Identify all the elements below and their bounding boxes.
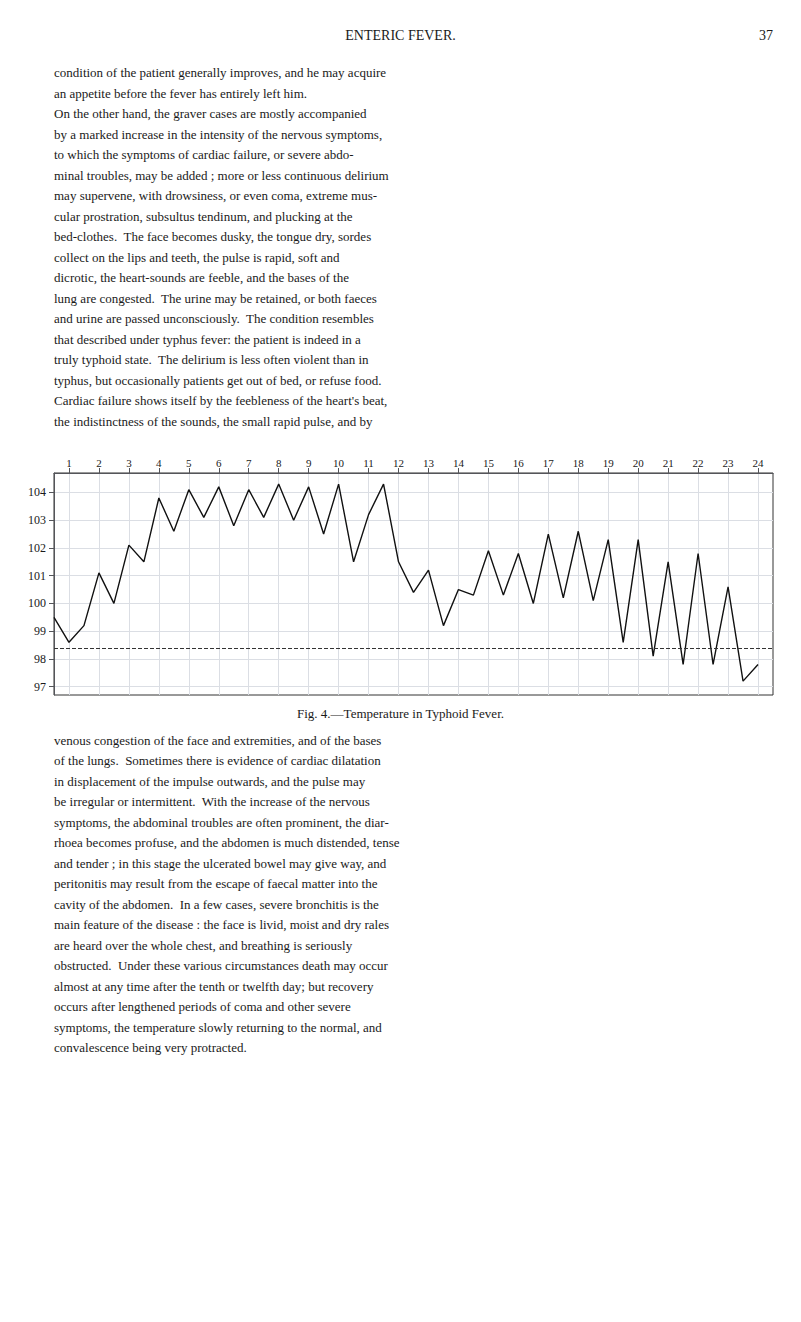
svg-text:condition of the patient gener: condition of the patient generally impro… [54,65,386,80]
svg-text:be irregular or intermittent.: be irregular or intermittent. With the i… [54,794,370,809]
svg-text:22: 22 [693,457,704,469]
svg-text:14: 14 [453,457,465,469]
svg-text:20: 20 [633,457,645,469]
svg-text:by a marked increase in the in: by a marked increase in the intensity of… [54,127,382,142]
svg-text:3: 3 [126,457,132,469]
svg-text:truly typhoid state. The deli: truly typhoid state. The delirium is les… [54,352,369,367]
svg-text:5: 5 [186,457,192,469]
svg-text:that described under typhus fe: that described under typhus fever: the p… [54,332,361,347]
svg-text:On the other hand, the graver: On the other hand, the graver cases are … [54,106,367,121]
svg-text:102: 102 [28,541,46,555]
svg-text:97: 97 [34,680,46,694]
svg-text:to which the symptoms of cardi: to which the symptoms of cardiac failure… [54,147,354,162]
svg-text:101: 101 [28,569,46,583]
svg-text:may supervene, with drowsiness: may supervene, with drowsiness, or even … [54,188,377,203]
svg-text:occurs after lengthened period: occurs after lengthened periods of coma … [54,999,351,1014]
svg-text:venous congestion of the face: venous congestion of the face and extrem… [54,733,381,748]
svg-text:15: 15 [483,457,495,469]
svg-text:main feature of the disease :: main feature of the disease : the face i… [54,917,389,932]
svg-text:an appetite before the fever h: an appetite before the fever has entirel… [54,86,307,101]
svg-text:and urine are passed unconscio: and urine are passed unconsciously. The … [54,311,374,326]
svg-text:100: 100 [28,596,46,610]
svg-text:and tender ; in this stage the: and tender ; in this stage the ulcerated… [54,856,387,871]
svg-text:23: 23 [723,457,735,469]
svg-text:lung are congested. The urine: lung are congested. The urine may be ret… [54,291,377,306]
svg-text:13: 13 [423,457,435,469]
svg-text:the indistinctness of the soun: the indistinctness of the sounds, the sm… [54,414,373,429]
svg-text:peritonitis may result from th: peritonitis may result from the escape o… [54,876,378,891]
svg-text:are heard over the whole chest: are heard over the whole chest, and brea… [54,938,353,953]
svg-text:24: 24 [753,457,765,469]
svg-text:1: 1 [66,457,72,469]
svg-text:cavity of the abdomen. In a f: cavity of the abdomen. In a few cases, s… [54,897,379,912]
svg-text:Fig. 4.—Temperature in Typhoid: Fig. 4.—Temperature in Typhoid Fever. [297,706,504,721]
svg-text:10: 10 [333,457,345,469]
svg-text:dicrotic, the heart-sounds are: dicrotic, the heart-sounds are feeble, a… [54,270,349,285]
svg-text:symptoms, the temperature slow: symptoms, the temperature slowly returni… [54,1020,382,1035]
svg-text:minal troubles, may be added ;: minal troubles, may be added ; more or l… [54,168,389,183]
svg-text:98: 98 [34,652,46,666]
svg-text:cular prostration, subsultus t: cular prostration, subsultus tendinum, a… [54,209,353,224]
svg-text:17: 17 [543,457,555,469]
svg-text:104: 104 [28,485,46,499]
svg-text:typhus, but occasionally patie: typhus, but occasionally patients get ou… [54,373,381,388]
svg-text:bed-clothes. The face becomes: bed-clothes. The face becomes dusky, the… [54,229,371,244]
svg-text:21: 21 [663,457,674,469]
svg-text:16: 16 [513,457,525,469]
svg-text:rhoea becomes profuse, and the: rhoea becomes profuse, and the abdomen i… [54,835,400,850]
svg-text:37: 37 [759,28,773,43]
svg-text:6: 6 [216,457,222,469]
svg-text:symptoms, the abdominal troubl: symptoms, the abdominal troubles are oft… [54,815,389,830]
svg-text:2: 2 [96,457,102,469]
svg-text:12: 12 [393,457,404,469]
svg-text:Cardiac failure shows itself b: Cardiac failure shows itself by the feeb… [54,393,387,408]
svg-text:ENTERIC FEVER.: ENTERIC FEVER. [345,28,455,43]
svg-text:almost at any time after the t: almost at any time after the tenth or tw… [54,979,374,994]
svg-text:convalescence being very protr: convalescence being very protracted. [54,1040,247,1055]
svg-text:8: 8 [276,457,282,469]
svg-text:11: 11 [363,457,374,469]
svg-text:9: 9 [306,457,312,469]
svg-text:7: 7 [246,457,252,469]
svg-text:collect on the lips and teeth,: collect on the lips and teeth, the pulse… [54,250,340,265]
svg-text:of the lungs. Sometimes there: of the lungs. Sometimes there is evidenc… [54,753,381,768]
svg-text:18: 18 [573,457,585,469]
svg-text:4: 4 [156,457,162,469]
svg-text:103: 103 [28,513,46,527]
svg-text:99: 99 [34,624,46,638]
svg-text:19: 19 [603,457,615,469]
svg-text:in displacement of the impulse: in displacement of the impulse outwards,… [54,774,366,789]
svg-text:obstructed. Under these vario: obstructed. Under these various circumst… [54,958,389,973]
